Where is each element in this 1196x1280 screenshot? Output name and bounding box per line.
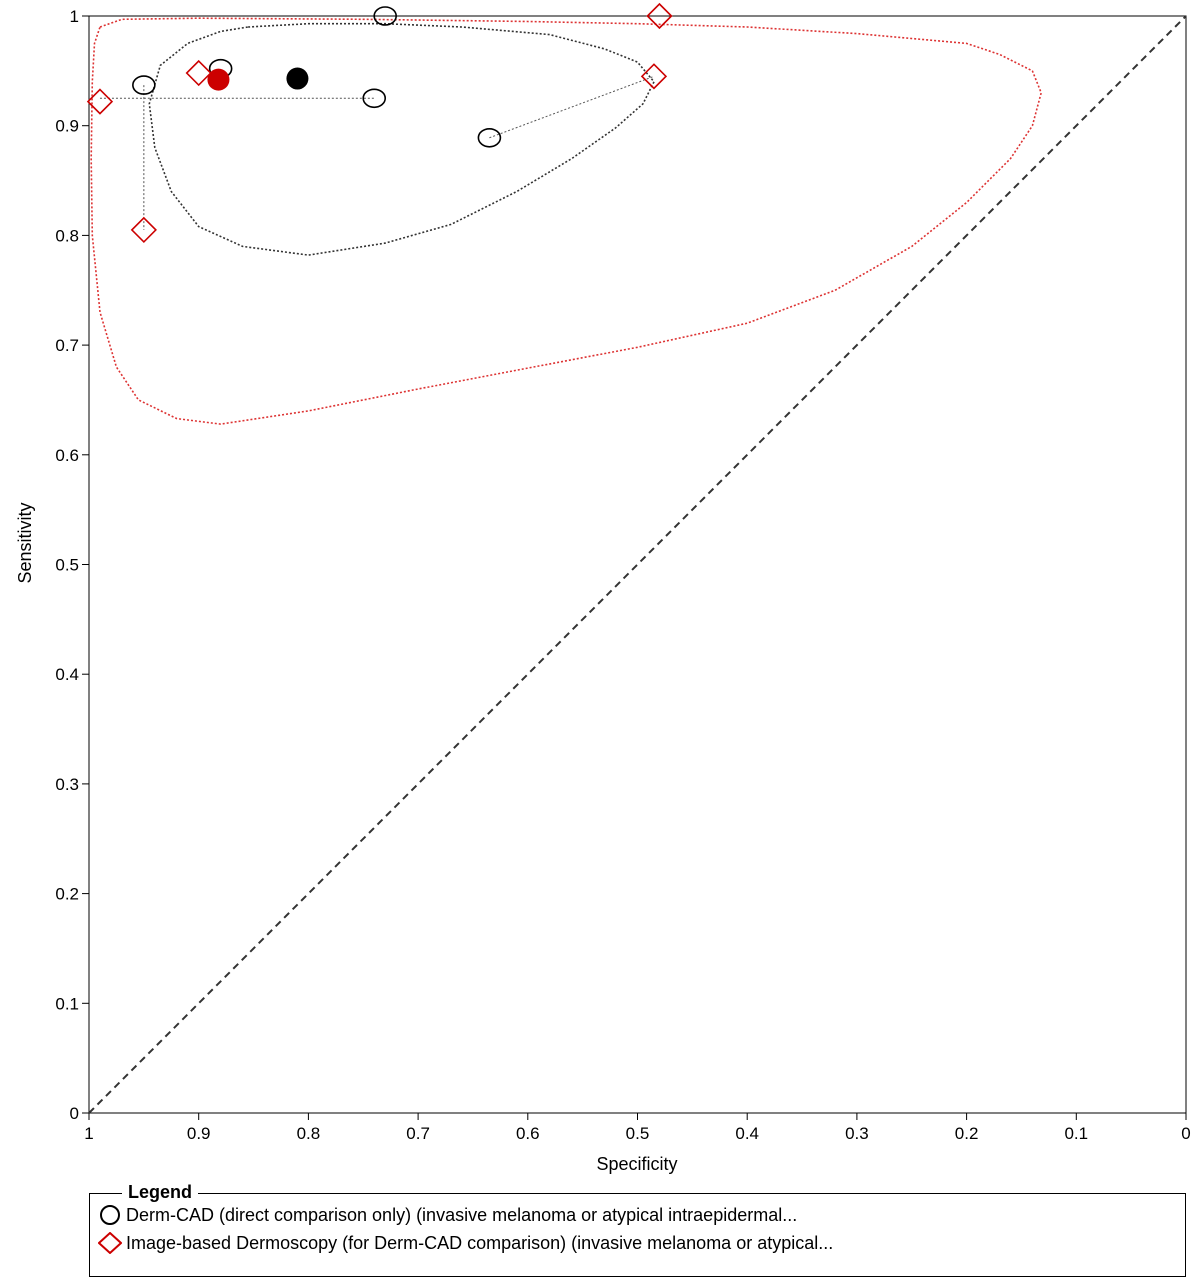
y-tick-label: 0.6 [55,446,79,465]
axes-layer: 1 0.9 0.8 0.7 0.6 0.5 0.4 0.3 0.2 0.1 0 0 0.1 0.2 0.3 0… [55,7,1190,1143]
derm-cad-study-point [362,88,387,109]
x-tick-label: 0.3 [845,1124,869,1143]
circle-marker-icon [100,1205,120,1225]
dermoscopy-study-point [640,63,668,90]
y-tick-label: 0.1 [55,994,79,1013]
y-tick-label: 0.4 [55,665,79,684]
x-tick-label: 0 [1181,1124,1190,1143]
derm-cad-summary-point [286,67,309,90]
x-tick-label: 0.7 [406,1124,430,1143]
x-tick-label: 0.9 [187,1124,211,1143]
legend-label-derm-cad: Derm-CAD (direct comparison only) (invas… [126,1204,798,1225]
derm-cad-study-point [132,75,156,95]
y-tick-label: 0.5 [55,556,79,575]
derm-cad-study-point [373,6,397,26]
y-tick-label: 0.8 [55,226,79,245]
x-tick-label: 1 [84,1124,93,1143]
legend-box: Legend Derm-CAD (direct comparison only)… [89,1182,1186,1277]
study-link-line [489,75,655,139]
y-tick-label: 0.7 [55,336,79,355]
y-tick-label: 0.9 [55,117,79,136]
x-axis-title: Specificity [596,1154,677,1174]
diamond-marker-icon [98,1232,122,1254]
legend-title: Legend [122,1182,199,1203]
derm-cad-study-point [477,127,502,148]
y-tick-label: 0 [70,1104,79,1123]
study-links [99,75,655,230]
legend-entry-dermoscopy: Image-based Dermoscopy (for Derm-CAD com… [98,1232,833,1254]
legend-entry-derm-cad: Derm-CAD (direct comparison only) (invas… [98,1204,797,1226]
y-tick-label: 0.2 [55,885,79,904]
dermoscopy-study-point [130,216,157,244]
dermoscopy-study-point [185,59,212,87]
dermoscopy-summary-point [207,68,230,91]
dermoscopy-study-point [86,88,114,115]
x-tick-label: 0.1 [1064,1124,1088,1143]
y-tick-label: 1 [70,7,79,26]
x-tick-label: 0.4 [735,1124,759,1143]
derm-cad-confidence-region [148,22,655,256]
y-axis-title: Sensitivity [15,502,35,583]
legend-label-dermoscopy: Image-based Dermoscopy (for Derm-CAD com… [126,1232,834,1253]
x-tick-label: 0.6 [516,1124,540,1143]
x-tick-label: 0.5 [626,1124,650,1143]
x-tick-label: 0.2 [955,1124,979,1143]
confidence-regions [90,17,1043,425]
dermoscopy-study-point [646,2,673,30]
study-points [86,2,673,244]
dermoscopy-confidence-region [90,17,1043,425]
x-tick-label: 0.8 [297,1124,321,1143]
sroc-plot: 1 0.9 0.8 0.7 0.6 0.5 0.4 0.3 0.2 0.1 0 0 0.1 0.2 0.3 0… [15,2,1191,1174]
y-tick-label: 0.3 [55,775,79,794]
reference-diagonal-line [88,15,1187,1114]
